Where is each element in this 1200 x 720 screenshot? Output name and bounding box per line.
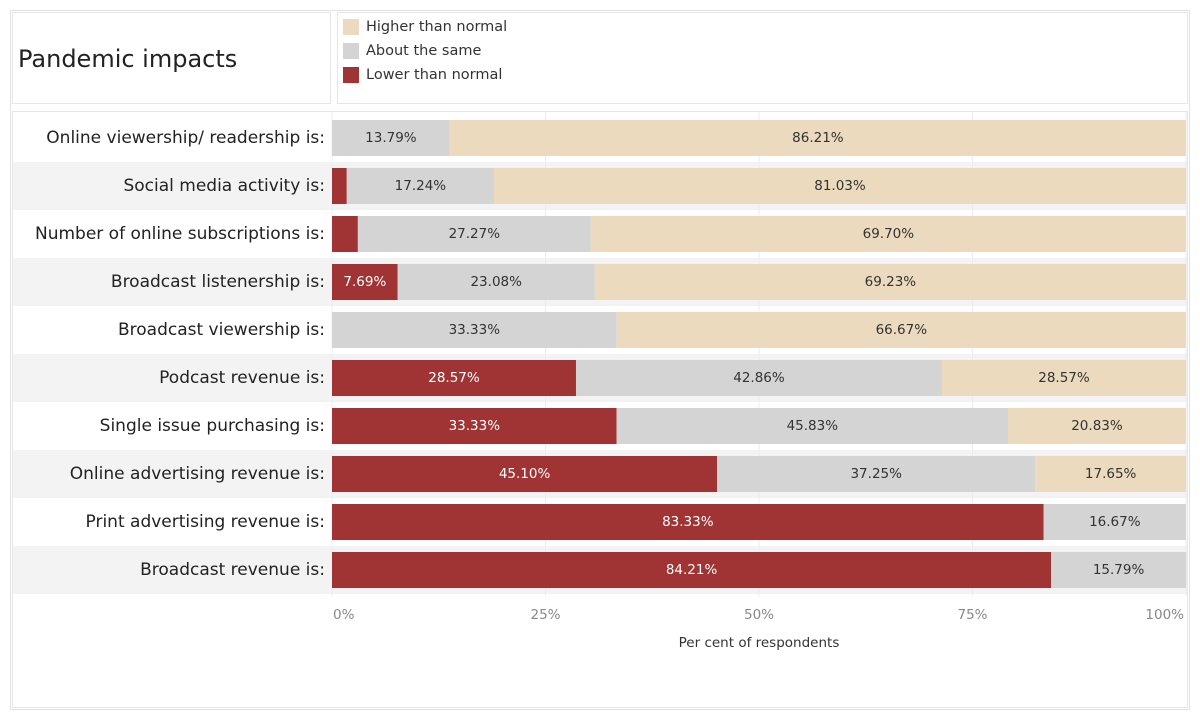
value-label: 37.25%: [850, 466, 902, 482]
x-tick-label: 100%: [1145, 607, 1184, 623]
x-tick-label: 50%: [744, 607, 774, 623]
value-label: 33.33%: [449, 322, 501, 338]
row-label: Single issue purchasing is:: [100, 416, 325, 436]
value-label: 7.69%: [343, 274, 386, 290]
legend: Higher than normal About the same Lower th…: [343, 19, 507, 83]
plot: 0% 25% 50% 75% 100% Per cent of respondents On…: [13, 112, 1187, 651]
legend-swatch: [343, 43, 359, 59]
value-label: 83.33%: [662, 514, 714, 530]
legend-label: About the same: [366, 43, 481, 59]
value-label: 66.67%: [876, 322, 928, 338]
value-label: 45.83%: [787, 418, 839, 434]
value-label: 86.21%: [792, 130, 844, 146]
bar-segment: [942, 360, 1186, 396]
bar-segment: [1043, 504, 1186, 540]
value-label: 13.79%: [365, 130, 417, 146]
row-label: Number of online subscriptions is:: [35, 224, 325, 244]
value-label: 23.08%: [470, 274, 522, 290]
bar-segment: [332, 408, 617, 444]
legend-label: Lower than normal: [366, 67, 502, 83]
value-label: 81.03%: [814, 178, 866, 194]
bar-segment: [1035, 456, 1186, 492]
bar-segment: [594, 264, 1186, 300]
value-label: 17.24%: [395, 178, 447, 194]
bar-segment: [332, 120, 450, 156]
row-label: Broadcast revenue is:: [140, 560, 325, 580]
value-label: 69.70%: [863, 226, 915, 242]
value-label: 17.65%: [1085, 466, 1137, 482]
value-label: 27.27%: [449, 226, 501, 242]
bar-segment: [1008, 408, 1186, 444]
title-box: [12, 12, 331, 104]
legend-swatch: [343, 19, 359, 35]
value-label: 28.57%: [1038, 370, 1090, 386]
value-label: 45.10%: [499, 466, 551, 482]
value-label: 20.83%: [1071, 418, 1123, 434]
bar-segment: [616, 408, 1009, 444]
bar-segment: [616, 312, 1186, 348]
bar-segment: [590, 216, 1186, 252]
value-label: 69.23%: [865, 274, 917, 290]
bar-segment: [717, 456, 1036, 492]
chart-title: Pandemic impacts: [18, 45, 237, 73]
x-axis-label: Per cent of respondents: [679, 635, 840, 651]
bar-segment: [332, 456, 718, 492]
value-label: 28.57%: [428, 370, 480, 386]
bar-segment: [332, 552, 1052, 588]
bar-segment: [332, 168, 347, 204]
bar-segment: [332, 360, 576, 396]
bar-segment: [357, 216, 591, 252]
value-label: 42.86%: [733, 370, 785, 386]
bar-segment: [332, 312, 617, 348]
legend-box: [337, 12, 1188, 104]
row-label: Social media activity is:: [123, 176, 325, 196]
bar-segment: [332, 504, 1044, 540]
value-label: 33.33%: [449, 418, 501, 434]
value-label: 16.67%: [1089, 514, 1141, 530]
row-label: Broadcast viewership is:: [118, 320, 325, 340]
row-label: Broadcast listenership is:: [111, 272, 325, 292]
row-label: Online advertising revenue is:: [70, 464, 325, 484]
bar-segment: [346, 168, 495, 204]
legend-swatch: [343, 67, 359, 83]
x-tick-label: 75%: [957, 607, 987, 623]
bar-segment: [494, 168, 1187, 204]
bar-segment: [397, 264, 595, 300]
x-tick-label: 25%: [530, 607, 560, 623]
legend-label: Higher than normal: [366, 19, 507, 35]
row-label: Online viewership/ readership is:: [46, 128, 325, 148]
row-label: Print advertising revenue is:: [86, 512, 325, 532]
bar-segment: [1051, 552, 1186, 588]
bar-segment: [575, 360, 943, 396]
row-label: Podcast revenue is:: [159, 368, 325, 388]
bar-segment: [449, 120, 1186, 156]
x-tick-label: 0%: [333, 607, 355, 623]
value-label: 84.21%: [666, 562, 718, 578]
bar-segment: [332, 264, 398, 300]
bar-segment: [332, 216, 358, 252]
value-label: 15.79%: [1093, 562, 1145, 578]
